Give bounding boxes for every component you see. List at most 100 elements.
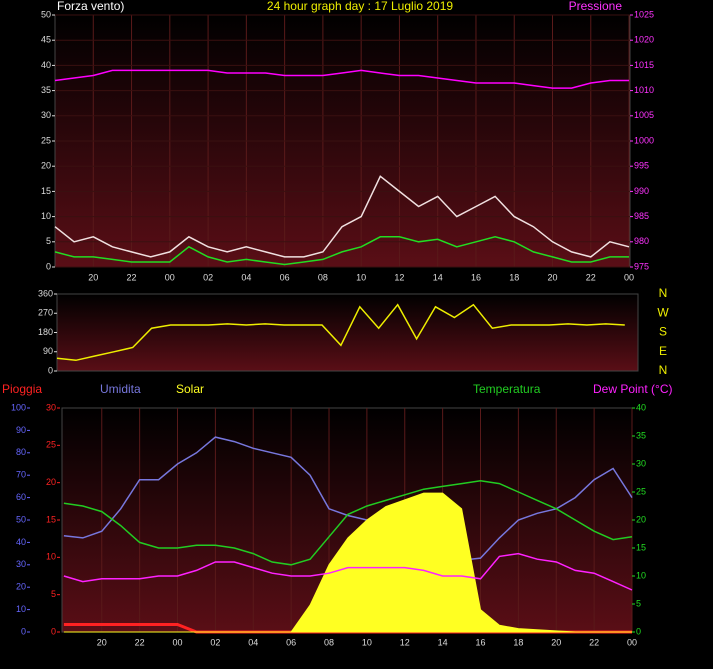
y2-tick-label: 1000 [634,135,654,145]
x-tick-label: 20 [88,272,98,282]
line [56,303,625,362]
x-tick-label: 22 [135,637,145,647]
legend-label: Pioggia [2,382,42,396]
x-tick-label: 08 [324,637,334,647]
y2-tick-label: 1005 [634,110,654,120]
y-tick-label: 0 [48,365,53,375]
x-tick-label: 02 [210,637,220,647]
compass-label: W [657,305,669,319]
y2-tick-label: 10 [636,570,646,580]
y2-axis-label: Pressione [569,0,623,13]
line [63,480,633,566]
y2-tick-label: 1010 [634,85,654,95]
y2-tick-label: 1025 [634,9,654,19]
x-tick-label: 20 [547,272,557,282]
x-tick-label: 14 [438,637,448,647]
y3-tick-label: 30 [16,559,26,569]
x-tick-label: 22 [586,272,596,282]
y-tick-label: 30 [41,110,51,120]
y2-tick-label: 0 [636,626,641,636]
y3-tick-label: 70 [16,470,26,480]
x-tick-label: 12 [400,637,410,647]
x-tick-label: 02 [203,272,213,282]
x-tick-label: 00 [624,272,634,282]
y-tick-label: 50 [41,9,51,19]
y-tick-label: 5 [51,589,56,599]
y3-tick-label: 60 [16,492,26,502]
y2-tick-label: 985 [634,211,649,221]
y3-tick-label: 50 [16,514,26,524]
y-tick-label: 20 [46,477,56,487]
y-tick-label: 360 [38,288,53,298]
y2-tick-label: 25 [636,486,646,496]
compass-label: N [659,286,668,300]
y3-tick-label: 40 [16,537,26,547]
y2-tick-label: 980 [634,236,649,246]
y3-tick-label: 80 [16,447,26,457]
x-tick-label: 00 [627,637,637,647]
compass-label: E [659,344,667,358]
y2-tick-label: 1015 [634,60,654,70]
x-tick-label: 16 [471,272,481,282]
y-tick-label: 10 [41,211,51,221]
y2-tick-label: 995 [634,161,649,171]
y3-tick-label: 0 [21,626,26,636]
y2-tick-label: 35 [636,430,646,440]
x-tick-label: 06 [286,637,296,647]
y-axis-label: Forza vento) [57,0,124,13]
x-tick-label: 08 [318,272,328,282]
y3-tick-label: 90 [16,425,26,435]
y-tick-label: 20 [41,161,51,171]
y-tick-label: 15 [46,514,56,524]
chart-title: 24 hour graph day : 17 Luglio 2019 [267,0,453,13]
y-tick-label: 5 [46,236,51,246]
y2-tick-label: 5 [636,598,641,608]
line [54,236,629,266]
x-tick-label: 16 [475,637,485,647]
compass-label: N [659,363,668,377]
y2-tick-label: 40 [636,402,646,412]
y3-tick-label: 20 [16,582,26,592]
y-tick-label: 270 [38,308,53,318]
legend-label: Temperatura [473,382,541,396]
y-tick-label: 0 [51,626,56,636]
legend-label: Dew Point (°C) [593,382,672,396]
y-tick-label: 25 [41,135,51,145]
x-tick-label: 00 [165,272,175,282]
legend-label: Solar [176,382,204,396]
x-tick-label: 00 [173,637,183,647]
legend-label: Umidita [100,382,141,396]
y2-tick-label: 15 [636,542,646,552]
y-tick-label: 10 [46,552,56,562]
y-tick-label: 30 [46,402,56,412]
y2-tick-label: 975 [634,261,649,271]
y-tick-label: 15 [41,186,51,196]
line [54,175,630,258]
y-tick-label: 35 [41,85,51,95]
x-tick-label: 20 [551,637,561,647]
x-tick-label: 04 [248,637,258,647]
x-tick-label: 20 [97,637,107,647]
x-tick-label: 06 [280,272,290,282]
x-tick-label: 10 [362,637,372,647]
x-tick-label: 10 [356,272,366,282]
y3-tick-label: 10 [16,604,26,614]
y-tick-label: 45 [41,35,51,45]
area [63,492,632,633]
compass-label: S [659,325,667,339]
y2-tick-label: 1020 [634,35,654,45]
y2-tick-label: 30 [636,458,646,468]
x-tick-label: 04 [241,272,251,282]
y3-tick-label: 100 [11,402,26,412]
x-tick-label: 22 [127,272,137,282]
line [54,69,629,89]
x-tick-label: 22 [589,637,599,647]
x-tick-label: 12 [394,272,404,282]
x-tick-label: 18 [513,637,523,647]
x-tick-label: 14 [433,272,443,282]
y-tick-label: 180 [38,327,53,337]
y2-tick-label: 20 [636,514,646,524]
line [63,552,633,591]
